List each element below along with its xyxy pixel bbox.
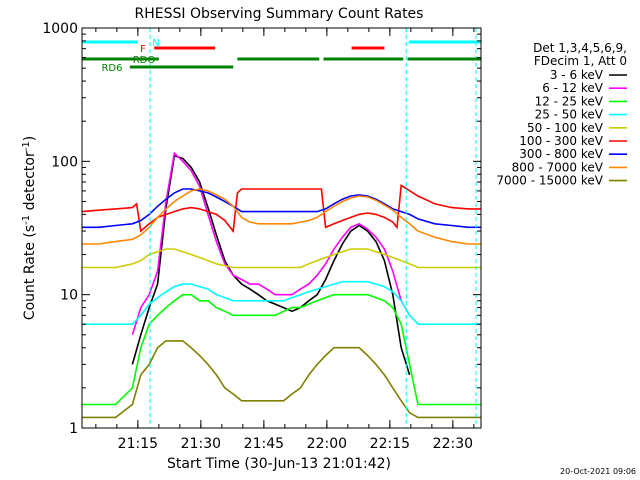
legend-label-3: 25 - 50 keV	[535, 108, 604, 122]
generation-date: 20-Oct-2021 09:06	[560, 467, 636, 476]
series-line-6	[82, 188, 481, 229]
x-tick-label-0: 21:15	[118, 436, 158, 452]
y-axis: 1 10 100 1000	[42, 21, 481, 437]
series-line-3	[82, 280, 481, 326]
y-tick-label-2: 100	[51, 154, 78, 170]
legend-label-5: 100 - 300 keV	[519, 134, 603, 148]
series-group	[82, 151, 481, 419]
legend-label-7: 800 - 7000 keV	[512, 160, 604, 174]
y-axis-label-sup2: -1	[21, 141, 32, 151]
chart-title: RHESSI Observing Summary Count Rates	[135, 6, 424, 22]
x-axis-label: Start Time (30-Jun-13 21:01:42)	[167, 456, 391, 472]
state-bar-label-rd6: RD6	[101, 63, 122, 74]
x-tick-label-3: 22:00	[307, 436, 347, 452]
x-tick-label-4: 22:15	[370, 436, 410, 452]
x-tick-label-2: 21:45	[244, 436, 284, 452]
legend-header-line-1: Det 1,3,4,5,6,9,	[533, 41, 627, 55]
state-bars	[82, 40, 481, 69]
state-bar-label-n: N	[152, 38, 159, 49]
y-tick-label-3: 1000	[42, 21, 78, 37]
legend-header-line-2: FDecim 1, Att 0	[534, 54, 627, 68]
series-line-4	[82, 248, 481, 269]
series-line-8	[82, 340, 481, 419]
legend-label-4: 50 - 100 keV	[527, 121, 604, 135]
y-tick-label-0: 1	[69, 421, 78, 437]
legend-label-8: 7000 - 15000 keV	[496, 174, 603, 188]
legend-label-6: 300 - 800 keV	[519, 147, 603, 161]
y-axis-label-end: )	[22, 136, 38, 141]
x-tick-label-5: 22:30	[433, 436, 473, 452]
dashed-markers	[149, 28, 477, 428]
state-bar-label-rdo: RDO	[133, 55, 156, 66]
x-tick-label-1: 21:30	[181, 436, 221, 452]
y-axis-label-mid: detector	[22, 151, 38, 215]
x-axis: 21:15 21:30 21:45 22:00 22:15 22:30	[95, 28, 475, 452]
y-axis-label-sup: -1	[21, 215, 32, 225]
series-line-7	[82, 188, 481, 245]
legend-label-2: 12 - 25 keV	[535, 94, 604, 108]
y-tick-label-1: 10	[60, 288, 78, 304]
y-axis-label: Count Rate (s-1 detector-1)	[21, 136, 38, 320]
state-bar-label-f: F	[140, 44, 146, 55]
legend-label-0: 3 - 6 keV	[550, 68, 604, 82]
legend-label-1: 6 - 12 keV	[542, 81, 604, 95]
plot-frame	[81, 27, 482, 429]
legend: Det 1,3,4,5,6,9, FDecim 1, Att 0 3 - 6 k…	[496, 41, 627, 188]
y-axis-label-main: Count Rate (s	[22, 225, 38, 320]
series-line-2	[82, 293, 481, 406]
series-line-1	[131, 151, 411, 336]
